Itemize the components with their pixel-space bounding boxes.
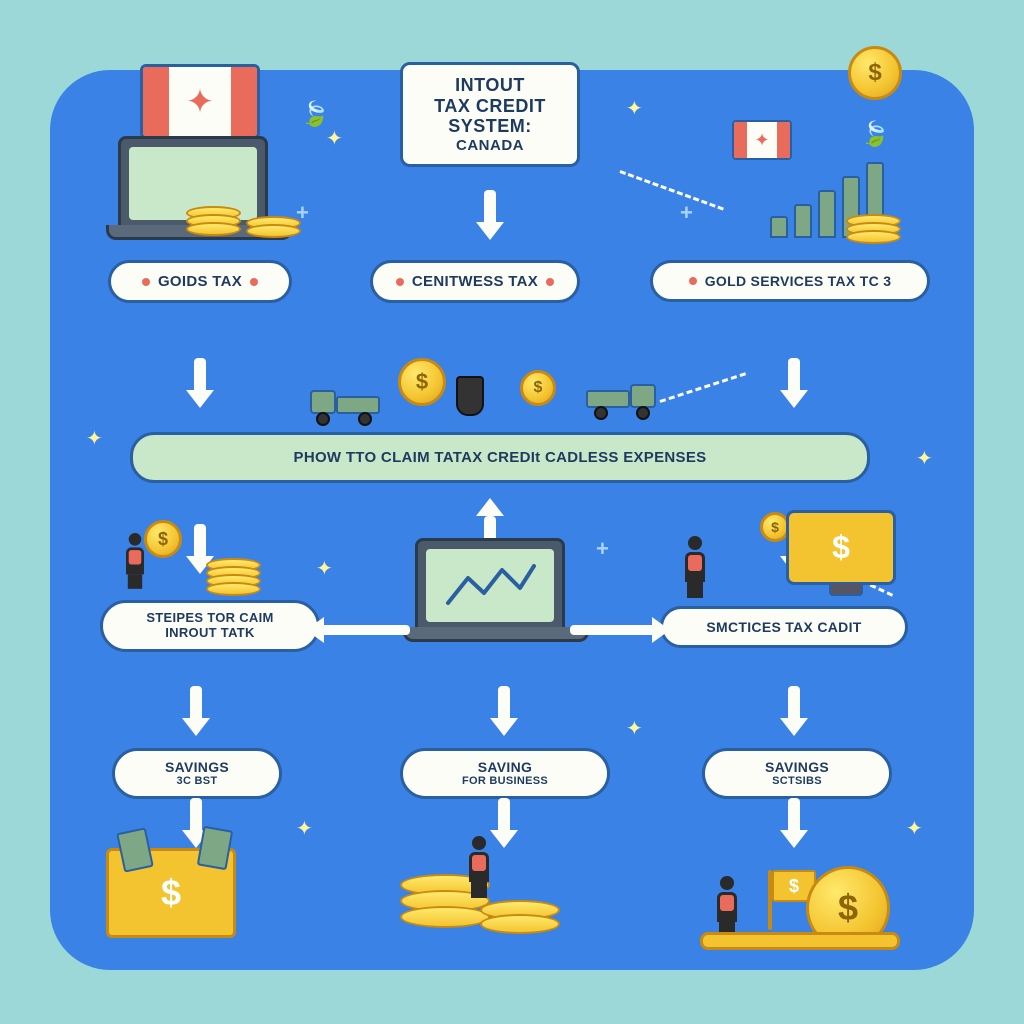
arrow-down-icon (490, 830, 518, 848)
bullet-icon (250, 278, 258, 286)
arrow-down-icon (490, 718, 518, 736)
sparkle-icon: ✦ (626, 96, 643, 121)
canada-flag-icon: ✦ (140, 64, 260, 139)
coin-icon: $ (398, 358, 446, 406)
laptop-chart-icon (415, 538, 565, 633)
banner-claim-credit: PHOW TTO CLAIM TATAX CREDIt CADLESS EXPE… (130, 432, 870, 483)
arrow-down-icon (780, 390, 808, 408)
coin-stack-icon (846, 220, 901, 244)
arrow-down-icon (780, 830, 808, 848)
bullet-icon (546, 278, 554, 286)
person-icon (680, 536, 710, 596)
truck-icon (586, 376, 656, 416)
banner-label: PHOW TTO CLAIM TATAX CREDIt CADLESS EXPE… (294, 449, 707, 466)
leaf-icon: 🍃 (860, 120, 890, 149)
pill-label: CENITWESS TAX (412, 273, 538, 290)
plus-icon: + (596, 536, 609, 562)
arrow-left-icon (306, 617, 324, 643)
node-savings-3: SAVINGS SCTSIBS (702, 748, 892, 799)
title-line: CANADA (421, 137, 559, 154)
node-business-tax: CENITWESS TAX (370, 260, 580, 303)
truck-icon (310, 382, 380, 422)
flag-pole-icon (768, 870, 772, 930)
coin-stack-icon (246, 222, 301, 238)
sparkle-icon: ✦ (326, 126, 343, 151)
coin-stack-icon (206, 564, 261, 596)
sparkle-icon: ✦ (626, 716, 643, 741)
title-line: INTOUT (421, 75, 559, 96)
coin-icon: $ (520, 370, 556, 406)
coin-icon: $ (144, 520, 182, 558)
arrow-up-icon (476, 498, 504, 516)
pill-sublabel: FOR BUSINESS (462, 775, 548, 788)
pill-sublabel: SCTSIBS (772, 775, 822, 788)
node-services-credit: SMCTICES TAX CADIT (660, 606, 908, 648)
arrow-down-icon (476, 222, 504, 240)
node-services-tax: GOLD SERVICES TAX TC 3 (650, 260, 930, 302)
connector (570, 625, 656, 635)
coin-stack-big-icon (480, 906, 560, 934)
coin-stack-icon (186, 212, 241, 236)
person-icon (464, 836, 494, 896)
connector (320, 625, 410, 635)
pill-label: INROUT TATK (165, 626, 254, 641)
pill-label: SAVINGS (765, 759, 829, 775)
leaf-icon: 🍃 (300, 100, 330, 129)
arrow-down-icon (780, 718, 808, 736)
pill-label: GOLD SERVICES TAX TC 3 (705, 273, 892, 289)
person-icon (712, 876, 742, 936)
pill-label: GOIDS TAX (158, 273, 242, 290)
pill-label: STEIPES TOR CAIM (146, 611, 273, 626)
title-line: SYSTEM: (421, 116, 559, 137)
node-steps-claim: STEIPES TOR CAIM INROUT TATK (100, 600, 320, 652)
barrel-icon (456, 376, 484, 416)
node-goods-tax: GOIDS TAX (108, 260, 292, 303)
arrow-down-icon (182, 718, 210, 736)
sparkle-icon: ✦ (906, 816, 923, 841)
sparkle-icon: ✦ (316, 556, 333, 581)
title-card: INTOUT TAX CREDIT SYSTEM: CANADA (400, 62, 580, 167)
canada-flag-small-icon: ✦ (732, 120, 792, 160)
node-savings-1: SAVINGS 3C BST (112, 748, 282, 799)
line-chart-icon (440, 558, 540, 613)
sparkle-icon: ✦ (916, 446, 933, 471)
maple-leaf-icon: ✦ (186, 82, 215, 122)
monitor-icon: $ (786, 510, 896, 585)
pill-sublabel: 3C BST (177, 775, 218, 788)
sparkle-icon: ✦ (296, 816, 313, 841)
platform-icon (700, 932, 900, 950)
bullet-icon (396, 278, 404, 286)
person-icon (122, 533, 149, 587)
arrow-right-icon (652, 617, 670, 643)
arrow-down-icon (186, 390, 214, 408)
plus-icon: + (680, 200, 693, 226)
maple-leaf-icon: ✦ (754, 130, 769, 151)
bullet-icon (142, 278, 150, 286)
pill-label: SAVING (478, 759, 532, 775)
pill-label: SAVINGS (165, 759, 229, 775)
sparkle-icon: ✦ (86, 426, 103, 451)
bullet-icon (689, 277, 697, 285)
node-savings-2: SAVING FOR BUSINESS (400, 748, 610, 799)
coin-icon: $ (848, 46, 902, 100)
pill-label: SMCTICES TAX CADIT (706, 619, 861, 635)
title-line: TAX CREDIT (421, 96, 559, 117)
